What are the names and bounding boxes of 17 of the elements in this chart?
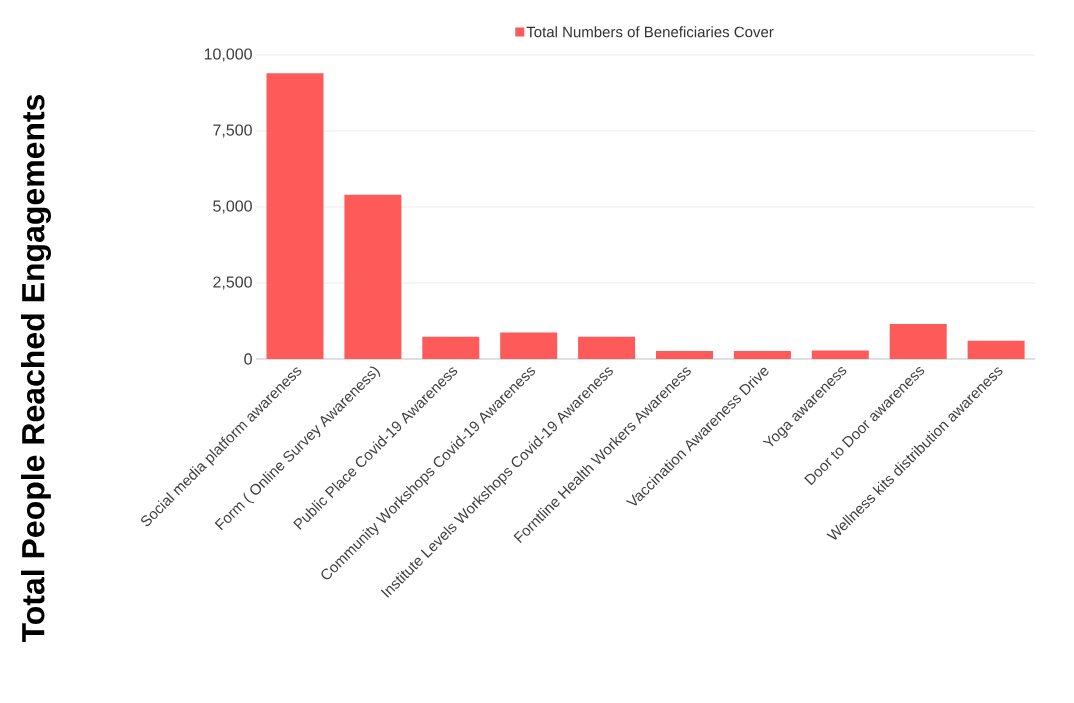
bar: [811, 350, 869, 359]
legend-label: Total Numbers of Beneficiaries Cover: [526, 26, 774, 38]
bar: [889, 324, 947, 359]
bar: [967, 340, 1025, 359]
y-tick-label: 7,500: [213, 124, 252, 138]
y-tick-label: 5,000: [213, 200, 252, 214]
y-tick-label: 2,500: [213, 276, 252, 290]
y-tick-label: 10,000: [204, 48, 252, 62]
bar: [656, 351, 714, 359]
y-axis-title: Total People Reached Engagements: [21, 94, 51, 643]
bar: [500, 332, 558, 359]
y-tick-label: 0: [244, 353, 252, 365]
bar: [733, 351, 791, 359]
bar: [344, 194, 402, 359]
bar: [578, 336, 636, 359]
bar: [422, 336, 480, 359]
bar: [266, 73, 324, 359]
